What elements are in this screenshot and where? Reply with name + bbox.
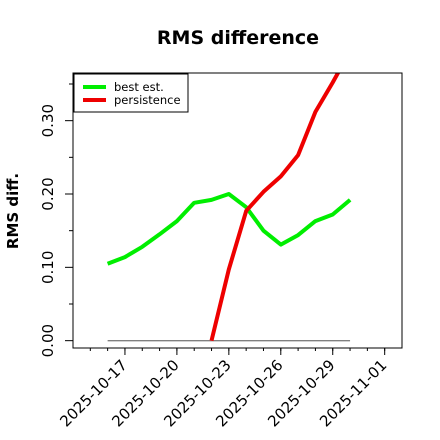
- axes: 2025-10-172025-10-202025-10-232025-10-26…: [39, 83, 391, 430]
- legend-box: [73, 73, 189, 113]
- chart-title: RMS difference: [157, 27, 319, 49]
- y-tick-label: 0.30: [39, 104, 57, 137]
- legend: best est.persistence: [73, 73, 189, 113]
- series-line-1: [209, 73, 341, 342]
- legend-label: persistence: [114, 93, 181, 107]
- y-tick-label: 0.10: [39, 251, 57, 284]
- y-tick-label: 0.20: [39, 177, 57, 210]
- y-tick-label: 0.00: [39, 324, 57, 357]
- series-layer: [106, 73, 352, 342]
- y-axis-label: RMS diff.: [4, 173, 22, 249]
- legend-label: best est.: [114, 80, 164, 94]
- plot-frame: [72, 72, 403, 349]
- series-line-0: [106, 192, 352, 266]
